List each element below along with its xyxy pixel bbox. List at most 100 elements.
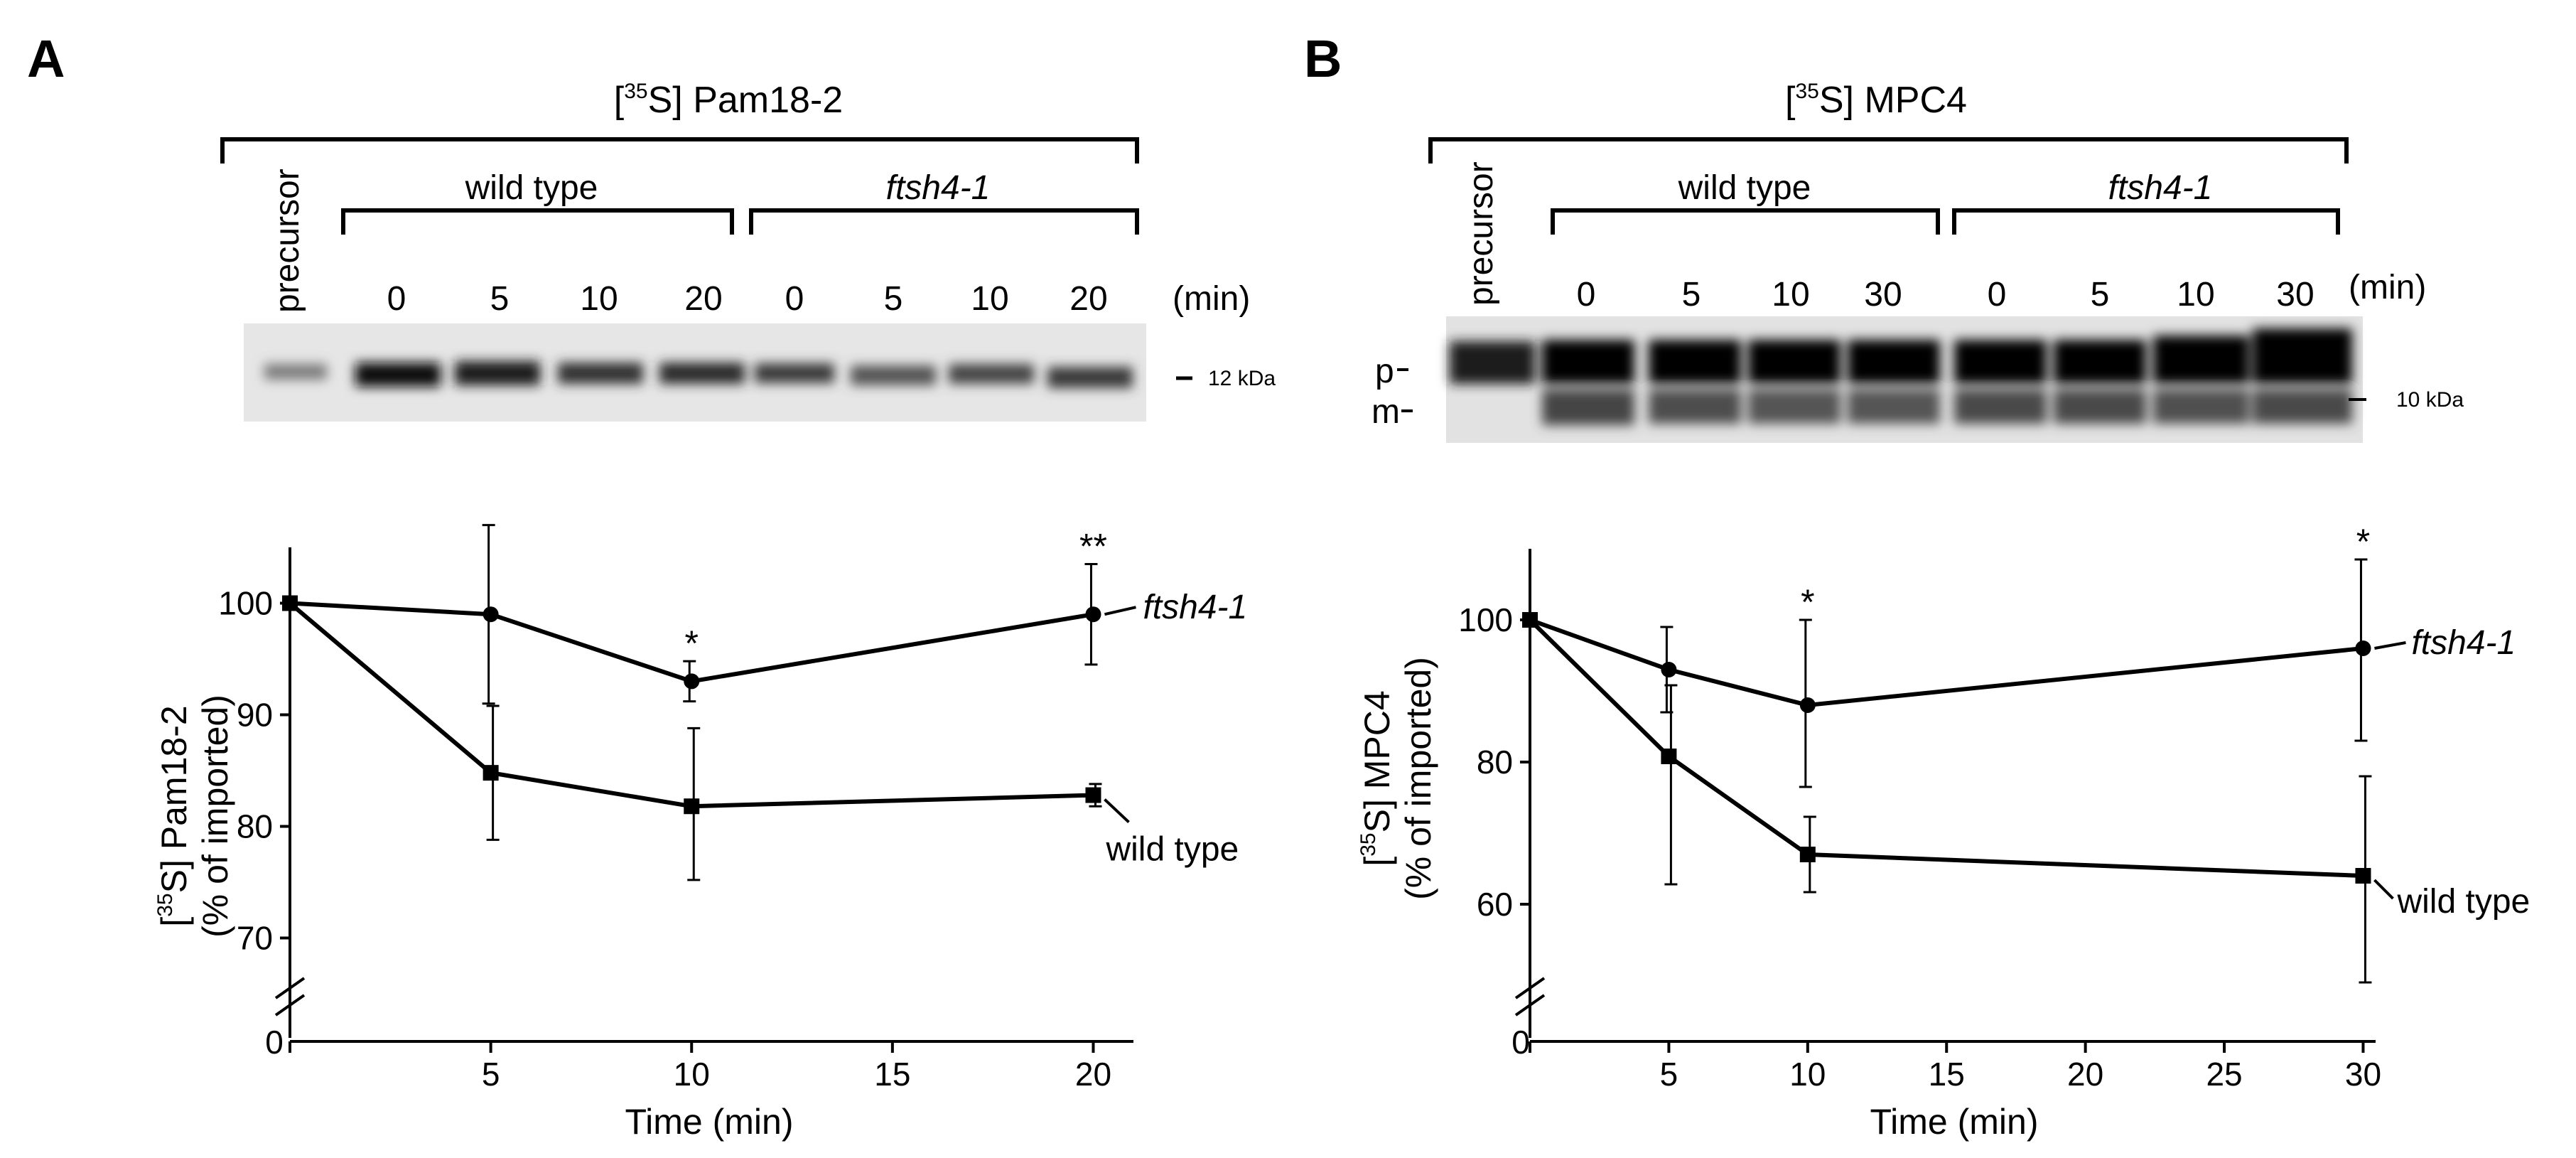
- data-point: [684, 798, 700, 815]
- series-leader-line: [2374, 641, 2406, 650]
- panel-a-band: [1047, 367, 1133, 388]
- data-point: [1661, 749, 1677, 764]
- data-point: [684, 673, 700, 690]
- y-tick-label: 80: [237, 808, 273, 845]
- panel-a-group-wildtype: wild type: [465, 169, 598, 207]
- data-point: [1522, 612, 1538, 628]
- panel-b-band-p: [1542, 340, 1634, 384]
- panel-b-band-m: [2054, 390, 2146, 424]
- x-tick-label: 20: [2067, 1056, 2103, 1093]
- panel-b: B [35S] MPC4 wild type ftsh4-1 precursor…: [1304, 29, 2530, 1142]
- significance-marker: *: [1801, 582, 1814, 622]
- panel-a-lane-time: 5: [490, 280, 510, 318]
- panel-b-band-p: [1954, 340, 2047, 384]
- series-wildtype: wild type: [1522, 612, 2530, 984]
- panel-a-x-ticks: 5 10 15 20: [289, 1041, 1111, 1093]
- data-point: [483, 606, 499, 623]
- panel-b-lane-time: 0: [1988, 276, 2007, 313]
- panel-a-title-isotope: 35: [624, 80, 647, 103]
- panel-b-y-zero-label: 0: [1511, 1024, 1530, 1061]
- panel-b-band-p: [2253, 328, 2352, 384]
- panel-a-precursor-label: precursor: [269, 168, 306, 313]
- panel-a-lane-time: 20: [684, 280, 722, 318]
- panel-b-band-m: [1848, 390, 1940, 424]
- x-tick-label: 5: [482, 1056, 500, 1093]
- panel-a-letter: A: [27, 29, 65, 88]
- x-tick-label: 15: [1929, 1056, 1965, 1093]
- panel-b-band-p: [2054, 340, 2146, 384]
- panel-a-series: ftsh4-1 wild type: [282, 524, 1247, 881]
- y-tick-label: 90: [237, 697, 273, 734]
- panel-b-lane-time: 5: [1682, 276, 1701, 313]
- x-tick-label: 10: [1789, 1056, 1826, 1093]
- panel-b-axis-break: [1514, 977, 1546, 1017]
- series-label: wild type: [1105, 831, 1239, 869]
- panel-a-band: [264, 364, 327, 380]
- panel-a-band: [851, 365, 936, 385]
- panel-b-band-m: [1649, 390, 1741, 424]
- panel-a-blot: [244, 323, 1146, 422]
- y-tick-label: 70: [237, 920, 273, 957]
- series-leader-line: [2373, 879, 2394, 900]
- panel-b-unit-label: (min): [2349, 269, 2426, 306]
- significance-marker: *: [685, 623, 699, 663]
- panel-b-y-label: [35S] MPC4 (% of imported): [1357, 657, 1438, 900]
- svg-text:[35S] Pam18-2: [35S] Pam18-2: [153, 705, 194, 926]
- panel-a-group-ftsh4: ftsh4-1: [886, 169, 991, 207]
- series-line: [289, 601, 1094, 809]
- panel-a-lane-time: 20: [1069, 280, 1107, 318]
- data-point: [1799, 847, 1816, 862]
- series-ftsh4: ftsh4-1: [282, 524, 1247, 705]
- panel-b-lane-time: 0: [1577, 276, 1596, 313]
- panel-a: A [35S] Pam18-2 wild type ftsh4-1 precur…: [27, 29, 1276, 1142]
- panel-b-letter: B: [1304, 29, 1342, 88]
- panel-b-band-m: [2253, 390, 2352, 424]
- panel-a-y-zero-label: 0: [265, 1024, 284, 1061]
- svg-text:(% of imported): (% of imported): [1399, 657, 1438, 900]
- panel-a-unit-label: (min): [1173, 280, 1250, 318]
- panel-a-band: [949, 364, 1034, 384]
- panel-b-band-p: [1450, 341, 1535, 384]
- panel-b-band-m: [2153, 390, 2249, 424]
- x-tick-label: 20: [1075, 1056, 1111, 1093]
- panel-b-group-ftsh4: ftsh4-1: [2108, 169, 2213, 207]
- panel-a-x-label: Time (min): [625, 1102, 793, 1142]
- panel-b-band-label-m: m: [1371, 393, 1400, 431]
- panel-b-band-m: [1954, 390, 2047, 424]
- panel-a-lane-times: 0 5 10 20 0 5 10 20: [387, 280, 1108, 318]
- series-ftsh4: ftsh4-1: [1522, 558, 2516, 788]
- panel-b-series: ftsh4-1 wild type: [1522, 558, 2530, 984]
- panel-a-band: [455, 361, 540, 385]
- panel-b-band-p: [2153, 336, 2249, 384]
- panel-b-band-label-p: p: [1375, 353, 1394, 390]
- series-line: [289, 601, 1094, 684]
- x-tick-label: 10: [674, 1056, 710, 1093]
- y-tick-label: 80: [1477, 744, 1513, 781]
- data-point: [1085, 606, 1101, 623]
- x-tick-label: 5: [1660, 1056, 1678, 1093]
- panel-a-y-ticks: 70 80 90 100: [218, 585, 290, 957]
- panel-b-lane-time: 30: [1864, 276, 1902, 313]
- panel-b-precursor-label: precursor: [1462, 161, 1500, 306]
- data-point: [1661, 662, 1677, 677]
- panel-b-band-p: [1848, 340, 1940, 384]
- data-point: [1799, 697, 1816, 713]
- panel-a-lane-time: 5: [884, 280, 903, 318]
- panel-a-band: [659, 363, 745, 384]
- series-leader-line: [1104, 606, 1136, 616]
- panel-a-title: [35S] Pam18-2: [614, 80, 843, 121]
- svg-text:[35S] MPC4: [35S] MPC4: [1357, 690, 1397, 866]
- data-point: [1085, 787, 1101, 803]
- panel-a-lane-time: 0: [387, 280, 406, 318]
- panel-b-chart: 0 60 80 100 5 10 15 20 25 30 ftsh4-1 wild type *…: [1357, 522, 2530, 1142]
- panel-b-x-label: Time (min): [1870, 1102, 2038, 1142]
- y-tick-label: 100: [218, 585, 273, 622]
- x-tick-label: 15: [874, 1056, 910, 1093]
- x-tick-label: 30: [2345, 1056, 2381, 1093]
- series-label: wild type: [2396, 883, 2530, 921]
- series-leader-line: [1104, 798, 1130, 823]
- series-label: ftsh4-1: [1143, 589, 1247, 626]
- panel-a-marker-label: 12 kDa: [1208, 367, 1276, 390]
